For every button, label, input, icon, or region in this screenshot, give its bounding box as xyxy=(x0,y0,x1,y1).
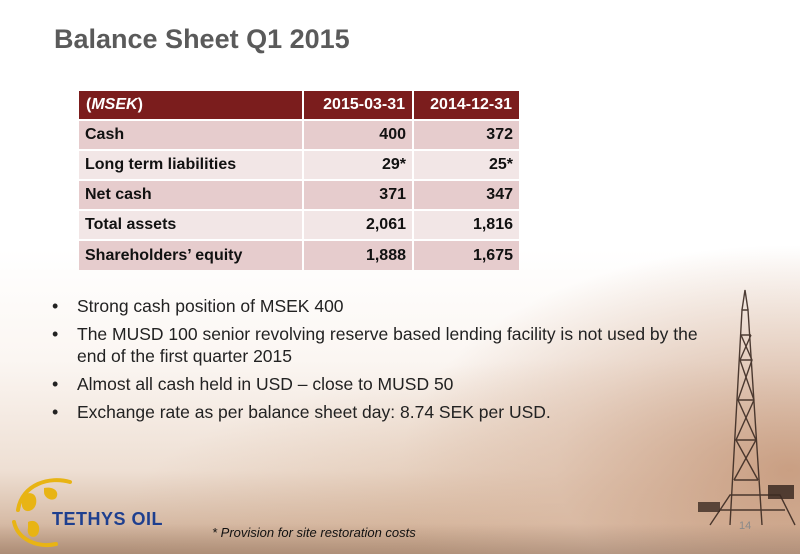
row-value-2015: 29* xyxy=(303,149,414,180)
bullet-dot-icon: • xyxy=(52,324,59,344)
company-logo-text: TETHYS OIL xyxy=(52,509,164,529)
row-value-2014: 1,675 xyxy=(413,239,519,270)
table-row: Net cash 371 347 xyxy=(79,179,519,210)
row-value-2014: 25* xyxy=(413,149,519,180)
row-label: Cash xyxy=(79,119,304,150)
bullet-list: • Strong cash position of MSEK 400 • The M… xyxy=(44,295,724,429)
globe-logo-icon xyxy=(12,478,72,547)
drilling-rig-illustration xyxy=(698,289,796,526)
balance-sheet-table: (MSEK) 2015-03-31 2014-12-31 Cash 400 37… xyxy=(79,91,519,270)
row-value-2015: 371 xyxy=(303,179,414,210)
row-label: Net cash xyxy=(79,179,304,210)
table-header-row: (MSEK) 2015-03-31 2014-12-31 xyxy=(79,91,519,120)
slide-title: Balance Sheet Q1 2015 xyxy=(54,24,350,54)
row-label: Long term liabilities xyxy=(79,149,304,180)
table-row: Shareholders’ equity 1,888 1,675 xyxy=(79,239,519,270)
row-label: Total assets xyxy=(79,209,304,240)
desert-ground xyxy=(0,524,800,554)
row-value-2014: 1,816 xyxy=(413,209,519,240)
row-label: Shareholders’ equity xyxy=(79,239,304,270)
bullet-item: • The MUSD 100 senior revolving reserve b… xyxy=(52,324,698,366)
bullet-dot-icon: • xyxy=(52,296,59,316)
table-row: Long term liabilities 29* 25* xyxy=(79,149,519,180)
footnote: * Provision for site restoration costs xyxy=(212,525,416,540)
table-row: Cash 400 372 xyxy=(79,119,519,150)
row-value-2015: 1,888 xyxy=(303,239,414,270)
header-date-2014: 2014-12-31 xyxy=(413,91,519,120)
row-value-2014: 347 xyxy=(413,179,519,210)
bullet-dot-icon: • xyxy=(52,374,59,394)
bullet-item: • Exchange rate as per balance sheet day:… xyxy=(52,402,551,422)
bullet-item: • Almost all cash held in USD – close to … xyxy=(52,374,454,394)
header-unit-cell: (MSEK) xyxy=(79,91,304,120)
table-row: Total assets 2,061 1,816 xyxy=(79,209,519,240)
bullet-item: • Strong cash position of MSEK 400 xyxy=(52,296,344,316)
row-value-2015: 400 xyxy=(303,119,414,150)
row-value-2014: 372 xyxy=(413,119,519,150)
row-value-2015: 2,061 xyxy=(303,209,414,240)
header-date-2015: 2015-03-31 xyxy=(303,91,414,120)
bullet-dot-icon: • xyxy=(52,402,59,422)
page-number: 14 xyxy=(739,520,752,532)
